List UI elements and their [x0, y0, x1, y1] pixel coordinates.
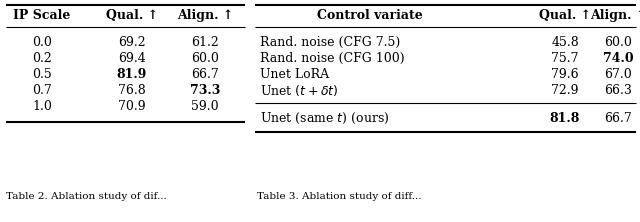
Text: 66.3: 66.3 [604, 83, 632, 97]
Text: 79.6: 79.6 [551, 67, 579, 81]
Text: 0.2: 0.2 [32, 52, 52, 65]
Text: Unet LoRA: Unet LoRA [260, 67, 329, 81]
Text: 69.4: 69.4 [118, 52, 146, 65]
Text: Qual. ↑: Qual. ↑ [106, 10, 158, 22]
Text: Table 3. Ablation study of diff...: Table 3. Ablation study of diff... [257, 192, 422, 200]
Text: 70.9: 70.9 [118, 99, 146, 113]
Text: 0.0: 0.0 [32, 36, 52, 48]
Text: 73.3: 73.3 [190, 83, 220, 97]
Text: 66.7: 66.7 [604, 111, 632, 125]
Text: Align. ↑: Align. ↑ [590, 10, 640, 22]
Text: Table 2. Ablation study of dif...: Table 2. Ablation study of dif... [6, 192, 167, 200]
Text: 75.7: 75.7 [551, 52, 579, 65]
Text: Qual. ↑: Qual. ↑ [539, 10, 591, 22]
Text: 66.7: 66.7 [191, 67, 219, 81]
Text: 76.8: 76.8 [118, 83, 146, 97]
Text: 0.5: 0.5 [32, 67, 52, 81]
Text: 0.7: 0.7 [32, 83, 52, 97]
Text: Control variate: Control variate [317, 10, 423, 22]
Text: 81.8: 81.8 [550, 111, 580, 125]
Text: 61.2: 61.2 [191, 36, 219, 48]
Text: Align. ↑: Align. ↑ [177, 10, 233, 22]
Text: 60.0: 60.0 [191, 52, 219, 65]
Text: 72.9: 72.9 [551, 83, 579, 97]
Text: Rand. noise (CFG 100): Rand. noise (CFG 100) [260, 52, 404, 65]
Text: 74.0: 74.0 [603, 52, 634, 65]
Text: 59.0: 59.0 [191, 99, 219, 113]
Text: 60.0: 60.0 [604, 36, 632, 48]
Text: 1.0: 1.0 [32, 99, 52, 113]
Text: 69.2: 69.2 [118, 36, 146, 48]
Text: Unet $(t + \delta t)$: Unet $(t + \delta t)$ [260, 83, 339, 97]
Text: 81.9: 81.9 [117, 67, 147, 81]
Text: IP Scale: IP Scale [13, 10, 70, 22]
Text: 67.0: 67.0 [604, 67, 632, 81]
Text: Unet (same $t$) (ours): Unet (same $t$) (ours) [260, 111, 390, 126]
Text: 45.8: 45.8 [551, 36, 579, 48]
Text: Rand. noise (CFG 7.5): Rand. noise (CFG 7.5) [260, 36, 400, 48]
